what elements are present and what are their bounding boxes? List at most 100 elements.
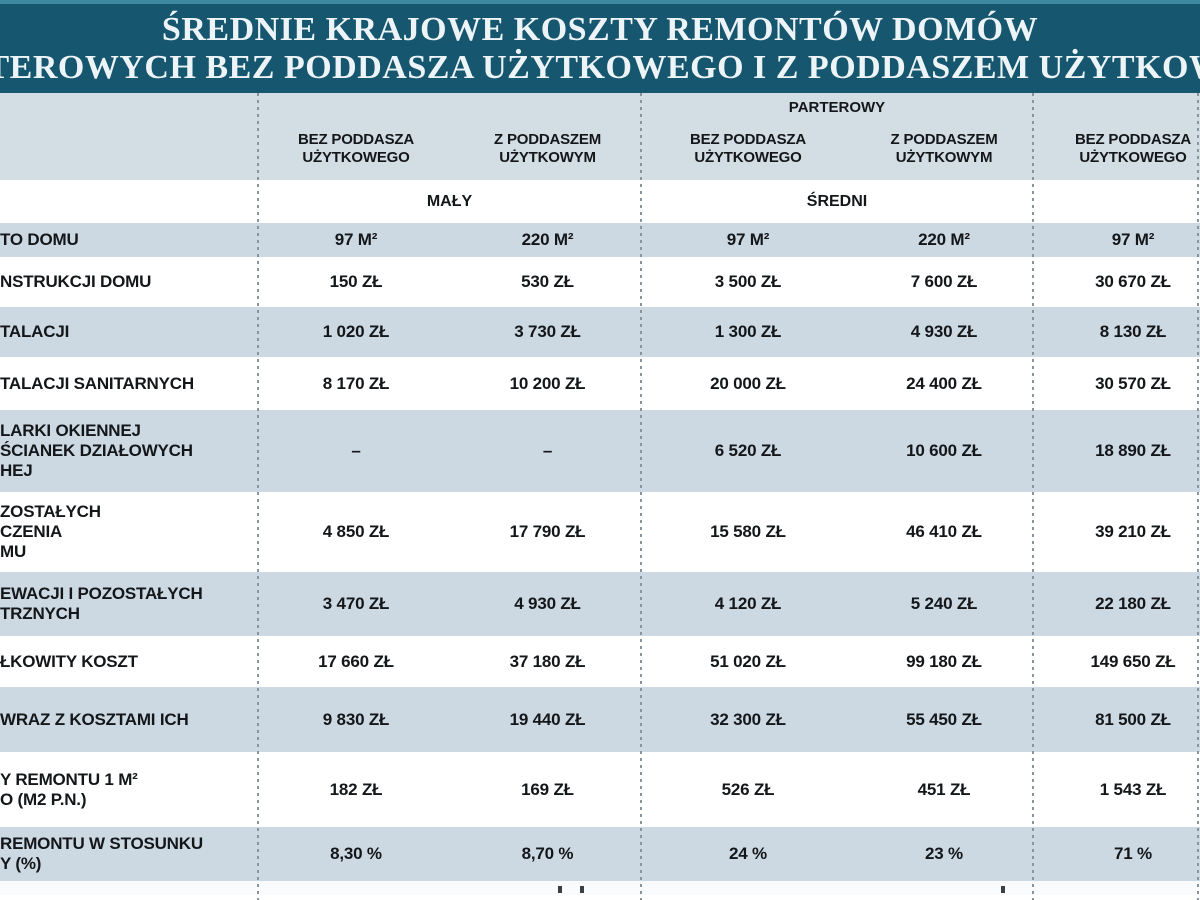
row-label: EWACJI I POZOSTAŁYCH TRZNYCH bbox=[0, 572, 258, 636]
row-label-line: Y (%) bbox=[0, 854, 42, 873]
spacer-cell bbox=[0, 117, 258, 180]
row-label: TALACJI bbox=[0, 307, 258, 357]
column-header-line: BEZ PODDASZA bbox=[1075, 130, 1191, 148]
column-header-line: UŻYTKOWYM bbox=[895, 148, 993, 166]
cropped-glyph-mark bbox=[1001, 886, 1005, 893]
spacer-cell bbox=[1033, 98, 1200, 117]
cell-value: 19 440 ZŁ bbox=[509, 709, 586, 729]
column-header: BEZ PODDASZA UŻYTKOWEGO bbox=[641, 117, 855, 180]
table-row: NSTRUKCJI DOMU 150 ZŁ 530 ZŁ 3 500 ZŁ 7 … bbox=[0, 257, 1200, 307]
row-label: WRAZ Z KOSZTAMI ICH bbox=[0, 687, 258, 752]
cell-value: 71 % bbox=[1114, 844, 1152, 863]
cell-value: 24 % bbox=[729, 844, 767, 863]
row-label-line: HEJ bbox=[0, 461, 33, 480]
size-label-maly: MAŁY bbox=[426, 192, 473, 210]
cell-value: 20 000 ZŁ bbox=[710, 373, 786, 393]
table-row: TO DOMU 97 M² 220 M² 97 M² 220 M² 97 M² bbox=[0, 223, 1200, 257]
column-header-line: UŻYTKOWEGO bbox=[302, 148, 410, 166]
cell-value: 18 890 ZŁ bbox=[1095, 441, 1171, 460]
spacer-cell bbox=[0, 180, 258, 223]
cell-value: 10 600 ZŁ bbox=[906, 441, 982, 460]
cell-value: 3 730 ZŁ bbox=[514, 322, 581, 341]
cell-value: 220 M² bbox=[918, 230, 970, 249]
table-row: TALACJI 1 020 ZŁ 3 730 ZŁ 1 300 ZŁ 4 930… bbox=[0, 307, 1200, 357]
cell-value: 4 850 ZŁ bbox=[322, 522, 390, 541]
column-group-separator bbox=[640, 93, 642, 900]
row-label: LARKI OKIENNEJ ŚCIANEK DZIAŁOWYCH HEJ bbox=[0, 410, 258, 492]
cell-value: 4 930 ZŁ bbox=[514, 594, 581, 613]
cell-value: 17 790 ZŁ bbox=[509, 522, 586, 541]
column-header-line: UŻYTKOWYM bbox=[499, 148, 596, 166]
cell-value: 46 410 ZŁ bbox=[906, 522, 982, 541]
size-label-row: MAŁY ŚREDNI bbox=[0, 180, 1200, 223]
column-group-separator bbox=[1197, 93, 1199, 900]
cell-value: 3 500 ZŁ bbox=[714, 272, 782, 291]
row-label-line: EWACJI I POZOSTAŁYCH bbox=[0, 584, 203, 603]
cell-value: – bbox=[351, 441, 361, 460]
column-header-line: BEZ PODDASZA bbox=[690, 130, 806, 148]
table-row: EWACJI I POZOSTAŁYCH TRZNYCH 3 470 ZŁ 4 … bbox=[0, 572, 1200, 636]
table-row: TALACJI SANITARNYCH 8 170 ZŁ 10 200 ZŁ 2… bbox=[0, 357, 1200, 410]
table-row: Y REMONTU 1 M² O (M2 P.N.) 182 ZŁ 169 ZŁ… bbox=[0, 752, 1200, 827]
cell-value: 99 180 ZŁ bbox=[906, 651, 982, 671]
column-header-line: UŻYTKOWEGO bbox=[1079, 148, 1187, 166]
cell-value: 97 M² bbox=[334, 230, 378, 249]
cell-value: 51 020 ZŁ bbox=[710, 651, 786, 671]
row-label: TO DOMU bbox=[0, 223, 258, 257]
cropped-bottom-strip bbox=[0, 881, 1200, 895]
cell-value: 6 520 ZŁ bbox=[714, 441, 782, 460]
row-label-line: LARKI OKIENNEJ bbox=[0, 421, 141, 440]
table-row: ZOSTAŁYCH CZENIA MU 4 850 ZŁ 17 790 ZŁ 1… bbox=[0, 492, 1200, 572]
row-label-line: MU bbox=[0, 542, 27, 561]
cell-value: 530 ZŁ bbox=[521, 272, 574, 291]
row-label-line: ŁKOWITY KOSZT bbox=[0, 651, 138, 671]
cell-value: 8 170 ZŁ bbox=[322, 373, 390, 393]
row-label: NSTRUKCJI DOMU bbox=[0, 257, 258, 307]
group-header-row: PARTEROWY bbox=[0, 93, 1200, 117]
cell-value: 169 ZŁ bbox=[521, 779, 574, 799]
column-group-separator bbox=[257, 93, 259, 900]
table-title: ŚREDNIE KRAJOWE KOSZTY REMONTÓW DOMÓW PA… bbox=[0, 0, 1200, 93]
row-label-line: REMONTU W STOSUNKU bbox=[0, 834, 203, 853]
cell-value: 39 210 ZŁ bbox=[1095, 522, 1171, 541]
cell-value: 17 660 ZŁ bbox=[318, 651, 394, 671]
cell-value: 8 130 ZŁ bbox=[1099, 322, 1167, 341]
row-label-line: Y REMONTU 1 M² bbox=[0, 769, 138, 789]
cell-value: 30 670 ZŁ bbox=[1095, 272, 1171, 291]
cell-value: 4 120 ZŁ bbox=[714, 594, 782, 613]
column-header: BEZ PODDASZA UŻYTKOWEGO bbox=[258, 117, 454, 180]
cell-value: 22 180 ZŁ bbox=[1095, 594, 1171, 613]
cell-value: 150 ZŁ bbox=[329, 272, 383, 291]
cell-value: 149 650 ZŁ bbox=[1090, 651, 1176, 671]
cell-value: 8,70 % bbox=[521, 844, 574, 863]
row-label-line: O (M2 P.N.) bbox=[0, 789, 87, 809]
row-label: ZOSTAŁYCH CZENIA MU bbox=[0, 492, 258, 572]
row-label-line: WRAZ Z KOSZTAMI ICH bbox=[0, 709, 189, 729]
cell-value: 4 930 ZŁ bbox=[910, 322, 978, 341]
row-label-line: CZENIA bbox=[0, 522, 63, 541]
column-group-separator bbox=[1032, 93, 1034, 900]
cell-value: 1 300 ZŁ bbox=[714, 322, 782, 341]
cell-value: 15 580 ZŁ bbox=[710, 522, 786, 541]
table-row: LARKI OKIENNEJ ŚCIANEK DZIAŁOWYCH HEJ – … bbox=[0, 410, 1200, 492]
row-label-line: TRZNYCH bbox=[0, 604, 80, 623]
column-header: Z PODDASZEM UŻYTKOWYM bbox=[855, 117, 1033, 180]
cell-value: 97 M² bbox=[1111, 230, 1155, 249]
cell-value: 97 M² bbox=[726, 230, 770, 249]
cell-value: 10 200 ZŁ bbox=[509, 373, 586, 393]
spacer-cell bbox=[0, 98, 258, 117]
cell-value: 81 500 ZŁ bbox=[1095, 709, 1171, 729]
table-row: REMONTU W STOSUNKU Y (%) 8,30 % 8,70 % 2… bbox=[0, 827, 1200, 881]
column-header: BEZ PODDASZA UŻYTKOWEGO bbox=[1033, 117, 1200, 180]
row-label-line: ŚCIANEK DZIAŁOWYCH bbox=[0, 441, 193, 460]
cell-value: 23 % bbox=[925, 844, 963, 863]
column-header-line: UŻYTKOWEGO bbox=[694, 148, 802, 166]
column-header: Z PODDASZEM UŻYTKOWYM bbox=[454, 117, 641, 180]
row-label: ŁKOWITY KOSZT bbox=[0, 636, 258, 687]
cell-value: 7 600 ZŁ bbox=[910, 272, 978, 291]
cell-value: 220 M² bbox=[521, 230, 574, 249]
cell-value: 8,30 % bbox=[330, 844, 382, 863]
cell-value: 1 020 ZŁ bbox=[322, 322, 390, 341]
cell-value: 9 830 ZŁ bbox=[322, 709, 390, 729]
